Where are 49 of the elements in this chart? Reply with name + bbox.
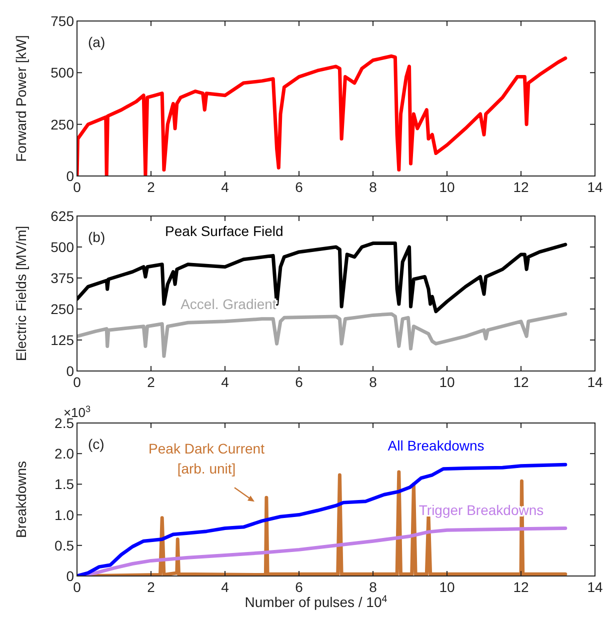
- annotation: (b): [88, 229, 106, 245]
- x-tick-label: 2: [147, 179, 156, 195]
- y-tick-label: 750: [50, 13, 74, 29]
- y-axis-title: Breakdowns: [13, 460, 29, 538]
- y-tick-label: 375: [50, 270, 74, 286]
- annotation: (c): [88, 436, 104, 452]
- x-tick-label: 4: [221, 179, 230, 195]
- y-axis-title: Forward Power [kW]: [13, 35, 29, 162]
- y-tick-label: 250: [50, 116, 74, 132]
- y-axis-title: Electric Fields [MV/m]: [13, 226, 29, 362]
- x-tick-label: 10: [439, 579, 455, 595]
- x-tick-label: 10: [439, 179, 455, 195]
- y-tick-label: 0: [66, 363, 74, 379]
- annotation: (a): [88, 34, 106, 50]
- y-tick-label: 625: [50, 208, 74, 224]
- x-tick-label: 2: [147, 579, 156, 595]
- y-tick-label: 1.5: [54, 476, 74, 492]
- y-tick-label: 0.5: [54, 537, 74, 554]
- x-tick-label: 6: [295, 374, 304, 390]
- series-label: Peak Dark Current [arb. unit]: [148, 440, 265, 477]
- y-tick-label: 250: [50, 301, 74, 317]
- x-tick-label: 2: [147, 374, 156, 390]
- x-axis-title: Number of pulses / 10$^{4}$: [244, 594, 388, 610]
- series-label: Peak Surface Field: [165, 223, 284, 240]
- x-tick-label: 6: [295, 579, 304, 595]
- x-tick-label: 8: [369, 579, 378, 595]
- y-tick-label: 2.0: [54, 446, 74, 462]
- y-tick-label: 0: [66, 568, 74, 584]
- x-tick-label: 14: [587, 579, 603, 595]
- series-label: All Breakdowns: [388, 438, 484, 454]
- x-tick-label: 8: [369, 179, 378, 195]
- x-tick-label: 10: [439, 374, 455, 390]
- x-tick-label: 12: [513, 579, 529, 595]
- series-label: Accel. Gradient: [180, 296, 276, 312]
- y-tick-label: 500: [50, 64, 74, 81]
- line-series: [77, 312, 568, 358]
- y-tick-label: 125: [50, 332, 74, 348]
- x-tick-label: 6: [295, 179, 304, 195]
- x-tick-label: 14: [587, 374, 603, 390]
- y-tick-label: 0: [66, 168, 74, 184]
- x-tick-label: 8: [369, 374, 378, 390]
- y-tick-label: 1.0: [54, 506, 74, 523]
- line-series: [77, 54, 568, 176]
- y-tick-label: 500: [50, 239, 74, 255]
- x-tick-label: 4: [221, 579, 230, 595]
- x-tick-label: 4: [221, 374, 230, 390]
- x-tick-label: 12: [513, 179, 529, 195]
- x-tick-label: 12: [513, 374, 529, 390]
- x-tick-label: 14: [587, 179, 603, 195]
